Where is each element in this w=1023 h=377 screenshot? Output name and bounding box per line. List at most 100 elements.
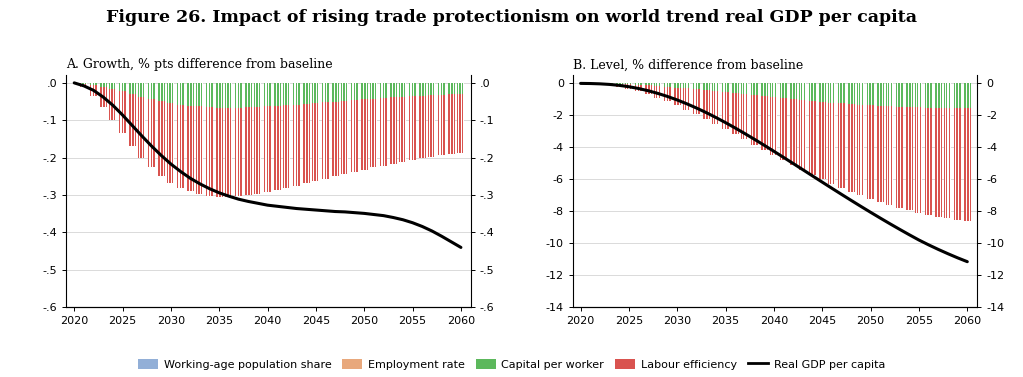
Bar bbox=[283, 83, 291, 105]
Bar bbox=[138, 83, 145, 97]
Bar bbox=[616, 83, 623, 84]
Bar bbox=[935, 108, 942, 217]
Bar bbox=[809, 83, 816, 101]
Bar bbox=[312, 103, 319, 181]
Bar bbox=[81, 84, 87, 87]
Bar bbox=[235, 83, 242, 107]
Bar bbox=[255, 107, 262, 193]
Bar bbox=[177, 83, 184, 104]
Bar bbox=[418, 83, 426, 96]
Bar bbox=[390, 83, 397, 98]
Bar bbox=[781, 83, 787, 98]
Bar bbox=[770, 83, 777, 97]
Bar bbox=[418, 96, 426, 158]
Bar bbox=[312, 83, 319, 103]
Bar bbox=[655, 83, 662, 86]
Bar bbox=[694, 83, 700, 89]
Bar bbox=[829, 103, 836, 184]
Bar bbox=[800, 83, 806, 100]
Bar bbox=[877, 106, 884, 202]
Text: B. Level, % difference from baseline: B. Level, % difference from baseline bbox=[573, 58, 803, 72]
Bar bbox=[244, 83, 252, 107]
Bar bbox=[283, 105, 291, 188]
Bar bbox=[381, 98, 387, 166]
Bar bbox=[925, 108, 932, 215]
Bar bbox=[751, 95, 758, 145]
Bar bbox=[790, 83, 797, 99]
Bar bbox=[664, 83, 671, 87]
Bar bbox=[722, 92, 729, 129]
Bar bbox=[158, 83, 165, 101]
Bar bbox=[119, 83, 126, 92]
Bar bbox=[742, 83, 749, 94]
Bar bbox=[954, 108, 962, 220]
Bar bbox=[761, 83, 768, 96]
Bar bbox=[809, 101, 816, 175]
Bar bbox=[129, 94, 136, 146]
Bar bbox=[351, 83, 358, 100]
Bar bbox=[429, 83, 436, 95]
Bar bbox=[954, 83, 962, 108]
Bar bbox=[742, 94, 749, 139]
Bar bbox=[158, 101, 165, 176]
Bar bbox=[935, 83, 942, 108]
Bar bbox=[751, 83, 758, 95]
Bar bbox=[838, 83, 845, 103]
Bar bbox=[857, 83, 864, 104]
Bar bbox=[905, 107, 913, 210]
Legend: Working-age population share, Employment rate, Capital per worker, Labour effici: Working-age population share, Employment… bbox=[138, 359, 885, 369]
Bar bbox=[148, 83, 155, 99]
Bar bbox=[168, 83, 174, 103]
Bar bbox=[712, 91, 719, 124]
Bar bbox=[944, 108, 951, 218]
Bar bbox=[457, 83, 464, 94]
Bar bbox=[294, 83, 300, 104]
Bar bbox=[457, 94, 464, 153]
Bar bbox=[916, 83, 923, 107]
Text: A. Growth, % pts difference from baseline: A. Growth, % pts difference from baselin… bbox=[66, 58, 333, 72]
Bar bbox=[235, 107, 242, 196]
Bar bbox=[818, 102, 826, 179]
Bar bbox=[129, 83, 136, 94]
Bar bbox=[255, 83, 262, 107]
Bar bbox=[361, 83, 367, 99]
Bar bbox=[868, 105, 874, 199]
Bar bbox=[607, 84, 613, 85]
Bar bbox=[90, 83, 97, 85]
Bar bbox=[390, 98, 397, 164]
Bar bbox=[964, 83, 971, 109]
Bar bbox=[351, 100, 358, 172]
Bar bbox=[399, 83, 406, 97]
Bar bbox=[381, 83, 387, 98]
Bar bbox=[761, 96, 768, 150]
Bar bbox=[196, 83, 204, 106]
Bar bbox=[829, 83, 836, 103]
Bar bbox=[409, 97, 416, 160]
Bar bbox=[81, 83, 87, 84]
Bar bbox=[644, 86, 652, 94]
Bar bbox=[800, 100, 806, 170]
Bar bbox=[264, 106, 271, 192]
Bar bbox=[206, 83, 213, 107]
Bar bbox=[964, 109, 971, 221]
Bar bbox=[331, 83, 339, 101]
Bar bbox=[90, 85, 97, 96]
Bar bbox=[109, 83, 117, 89]
Bar bbox=[644, 83, 652, 86]
Bar bbox=[168, 103, 174, 183]
Bar bbox=[655, 86, 662, 98]
Bar bbox=[100, 87, 106, 107]
Bar bbox=[731, 83, 739, 93]
Bar bbox=[177, 104, 184, 188]
Bar bbox=[274, 106, 280, 190]
Bar bbox=[887, 83, 893, 106]
Bar bbox=[303, 83, 310, 104]
Bar bbox=[294, 104, 300, 186]
Bar bbox=[838, 103, 845, 188]
Bar bbox=[905, 83, 913, 107]
Bar bbox=[322, 83, 329, 102]
Bar bbox=[187, 83, 193, 106]
Bar bbox=[409, 83, 416, 97]
Bar bbox=[857, 104, 864, 195]
Bar bbox=[877, 83, 884, 106]
